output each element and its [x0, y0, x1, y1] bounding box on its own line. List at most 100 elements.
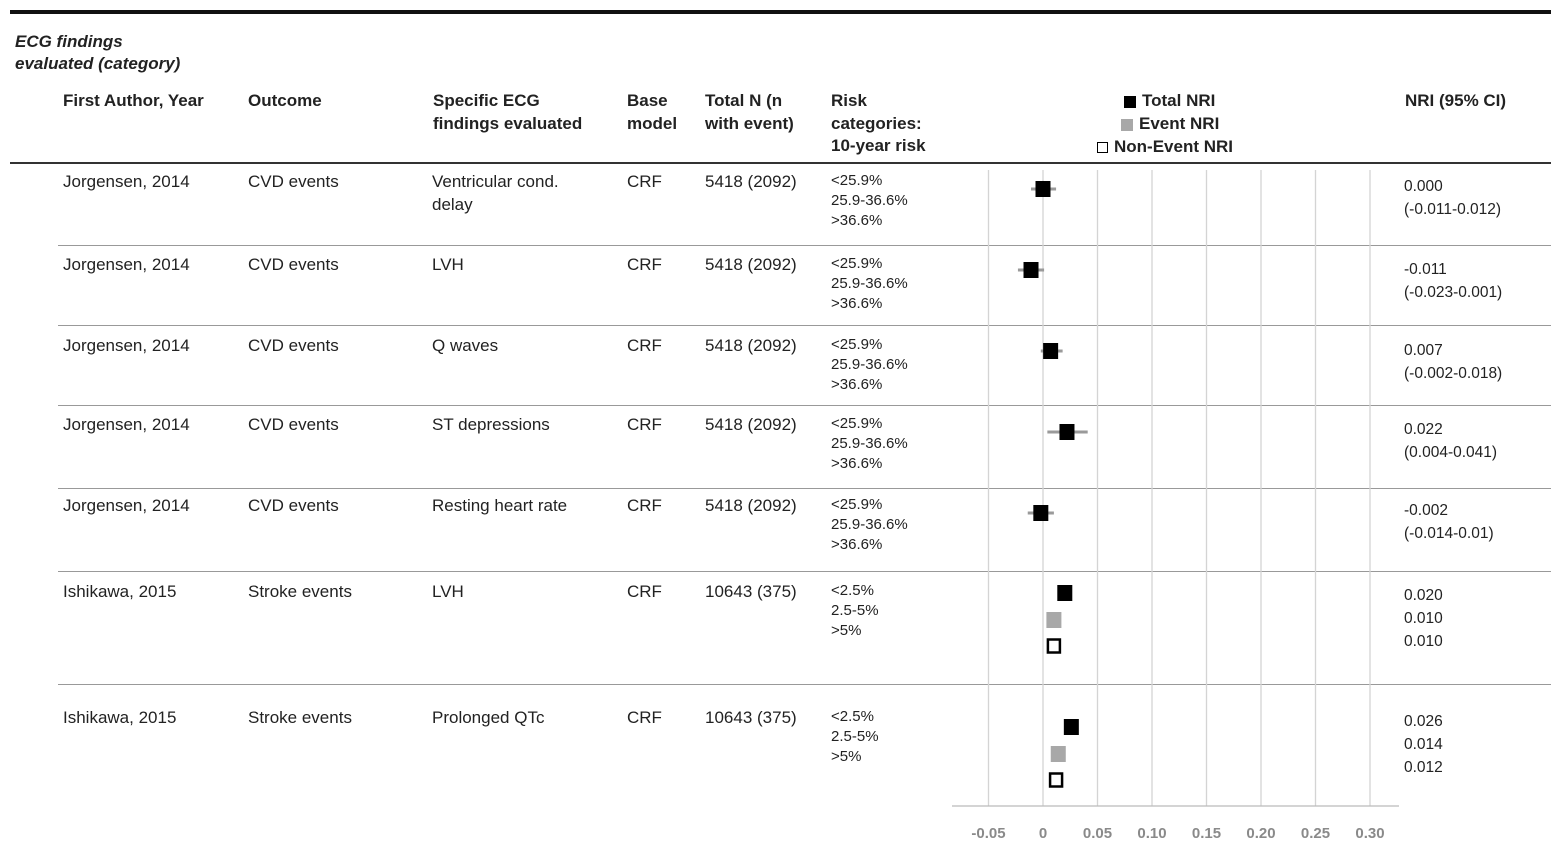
- cell-risk: <25.9% 25.9-36.6% >36.6%: [831, 335, 908, 395]
- cell-nri: 0.007 (-0.002-0.018): [1404, 339, 1502, 385]
- cell-author: Jorgensen, 2014: [63, 415, 190, 434]
- cell-author: Ishikawa, 2015: [63, 582, 177, 601]
- risk-line: 25.9-36.6%: [831, 356, 908, 373]
- open-square-icon: [1097, 142, 1108, 154]
- nri-line: -0.011: [1404, 261, 1447, 278]
- legend-label: Total NRI: [1142, 91, 1216, 110]
- cell-totaln: 5418 (2092): [705, 336, 797, 355]
- cell-totaln: 10643 (375): [705, 708, 797, 727]
- header-findings: Specific ECG findings evaluated: [433, 90, 582, 135]
- header-base-line: model: [627, 113, 678, 133]
- cell-outcome: CVD events: [248, 496, 339, 515]
- nri-line: 0.026: [1404, 713, 1443, 730]
- x-tick-label: 0.20: [1246, 825, 1275, 842]
- cell-outcome: CVD events: [248, 336, 339, 355]
- total-nri-marker: [1035, 181, 1051, 197]
- cell-finding: Resting heart rate: [432, 496, 568, 515]
- risk-line: <25.9%: [831, 415, 883, 432]
- nri-line: 0.020: [1404, 587, 1443, 604]
- nri-line: 0.010: [1404, 610, 1443, 627]
- risk-line: >36.6%: [831, 376, 883, 393]
- risk-line: <25.9%: [831, 172, 883, 189]
- nri-line: (-0.014-0.01): [1404, 525, 1494, 542]
- risk-line: >5%: [831, 748, 862, 765]
- risk-line: >36.6%: [831, 455, 883, 472]
- nri-line: 0.012: [1404, 759, 1443, 776]
- cell-finding: Prolonged QTc: [432, 708, 545, 727]
- cell-author: Jorgensen, 2014: [63, 172, 190, 191]
- cell-outcome: CVD events: [248, 255, 339, 274]
- cell-risk: <25.9% 25.9-36.6% >36.6%: [831, 495, 908, 555]
- legend-item-total: Total NRI: [1124, 90, 1215, 113]
- cell-author: Jorgensen, 2014: [63, 255, 190, 274]
- cell-nri: 0.020 0.010 0.010: [1404, 584, 1443, 653]
- cell-finding: Q waves: [432, 336, 499, 355]
- cell-totaln: 5418 (2092): [705, 172, 797, 191]
- event-nri-marker: [1046, 612, 1062, 628]
- cell-outcome: CVD events: [248, 172, 339, 191]
- nri-line: 0.014: [1404, 736, 1443, 753]
- cell-base: CRF: [627, 582, 662, 601]
- total-nri-marker: [1023, 262, 1039, 278]
- header-totaln-line: with event): [705, 113, 794, 133]
- total-nri-marker: [1043, 343, 1059, 359]
- cell-finding: ST depressions: [432, 415, 550, 434]
- cell-nri: 0.022 (0.004-0.041): [1404, 418, 1497, 464]
- cell-totaln: 5418 (2092): [705, 496, 797, 515]
- risk-line: >36.6%: [831, 295, 883, 312]
- risk-line: <25.9%: [831, 496, 883, 513]
- nri-line: (0.004-0.041): [1404, 444, 1498, 461]
- cell-finding: LVH: [432, 255, 464, 274]
- header-findings-line: Specific ECG: [433, 91, 540, 110]
- row-divider: [58, 405, 1551, 406]
- nonevent-nri-marker: [1046, 638, 1062, 654]
- cell-nri: -0.011 (-0.023-0.001): [1404, 258, 1502, 304]
- risk-line: 25.9-36.6%: [831, 435, 908, 452]
- cell-base: CRF: [627, 708, 662, 727]
- cell-risk: <2.5% 2.5-5% >5%: [831, 581, 879, 641]
- cell-base: CRF: [627, 255, 662, 274]
- risk-line: >5%: [831, 622, 862, 639]
- row-divider: [58, 684, 1551, 685]
- cell-risk: <25.9% 25.9-36.6% >36.6%: [831, 171, 908, 231]
- risk-line: 25.9-36.6%: [831, 516, 908, 533]
- header-risk-line: 10-year risk: [831, 136, 926, 155]
- section-title-line-1: ECG findings: [15, 32, 123, 51]
- risk-line: 25.9-36.6%: [831, 275, 908, 292]
- cell-base: CRF: [627, 336, 662, 355]
- cell-author: Jorgensen, 2014: [63, 496, 190, 515]
- filled-square-icon: [1124, 95, 1136, 108]
- header-outcome: Outcome: [248, 91, 322, 110]
- cell-finding-line: delay: [432, 194, 473, 214]
- cell-nri: 0.026 0.014 0.012: [1404, 710, 1443, 779]
- risk-line: <25.9%: [831, 255, 883, 272]
- risk-line: <2.5%: [831, 708, 874, 725]
- cell-risk: <25.9% 25.9-36.6% >36.6%: [831, 414, 908, 474]
- cell-risk: <25.9% 25.9-36.6% >36.6%: [831, 254, 908, 314]
- header-rule: [10, 162, 1551, 164]
- header-risk-line: Risk: [831, 91, 867, 110]
- cell-finding: Ventricular cond. delay: [432, 171, 559, 216]
- header-findings-line: findings evaluated: [433, 113, 583, 133]
- nri-line: (-0.002-0.018): [1404, 365, 1503, 382]
- risk-line: >36.6%: [831, 212, 883, 229]
- nri-line: 0.010: [1404, 633, 1443, 650]
- risk-line: 2.5-5%: [831, 602, 879, 619]
- cell-risk: <2.5% 2.5-5% >5%: [831, 707, 879, 767]
- row-divider: [58, 571, 1551, 572]
- risk-line: >36.6%: [831, 536, 883, 553]
- cell-base: CRF: [627, 415, 662, 434]
- risk-line: 2.5-5%: [831, 728, 879, 745]
- legend-item-event: Event NRI: [1121, 113, 1219, 136]
- row-divider: [58, 488, 1551, 489]
- header-totaln-line: Total N (n: [705, 91, 783, 110]
- legend-item-nonevent: Non-Event NRI: [1097, 136, 1233, 159]
- event-nri-marker: [1050, 746, 1066, 762]
- cell-finding-line: Ventricular cond.: [432, 172, 559, 191]
- risk-line: 25.9-36.6%: [831, 192, 908, 209]
- x-tick-label: -0.05: [971, 825, 1005, 842]
- legend-label: Non-Event NRI: [1114, 137, 1233, 156]
- header-totaln: Total N (n with event): [705, 90, 794, 135]
- nri-line: 0.000: [1404, 178, 1443, 195]
- cell-outcome: Stroke events: [248, 708, 352, 727]
